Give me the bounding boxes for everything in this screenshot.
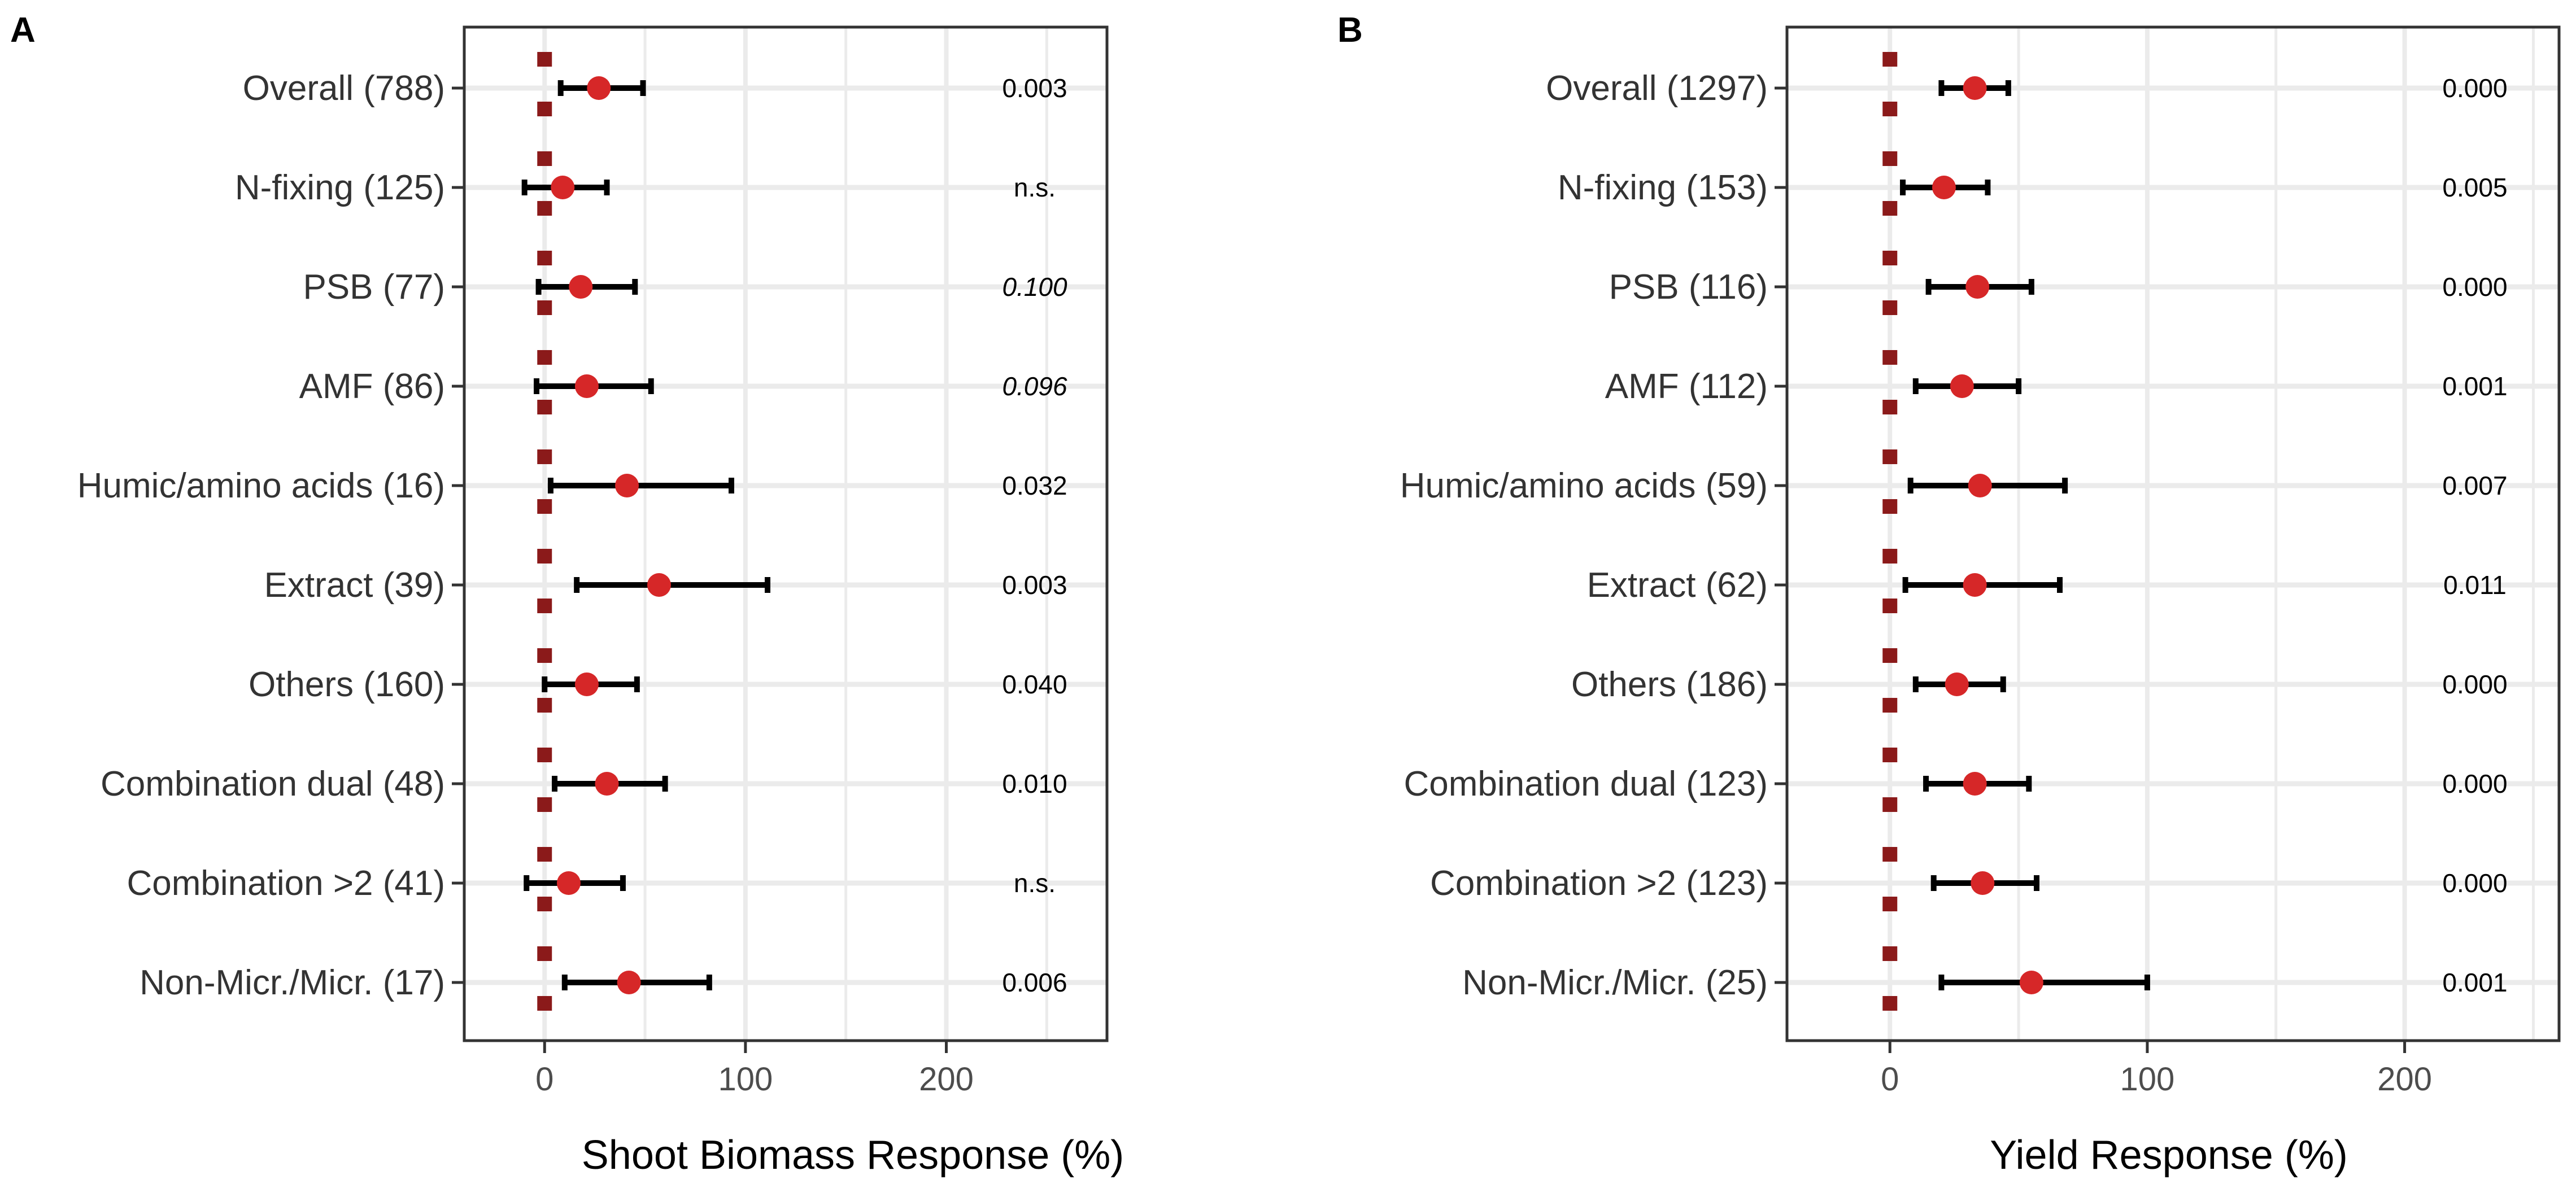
category-label: Others (186) <box>1571 665 1768 704</box>
category-label: Non-Micr./Micr. (17) <box>140 963 445 1002</box>
panel-frame <box>463 25 1109 1042</box>
category-label: Combination dual (48) <box>101 765 445 803</box>
estimate-point <box>1963 772 1987 796</box>
x-tick-label: 100 <box>2120 1061 2175 1098</box>
x-tick-label: 100 <box>718 1061 773 1098</box>
p-value-label: 0.003 <box>1002 73 1067 103</box>
x-tick-label: 200 <box>919 1061 974 1098</box>
estimate-point <box>1963 573 1987 597</box>
x-tick-label: 200 <box>2377 1061 2432 1098</box>
p-value-label: 0.032 <box>1002 471 1067 500</box>
p-value-label: 0.000 <box>2442 670 2507 699</box>
category-label: AMF (86) <box>299 367 445 406</box>
category-label: Extract (39) <box>264 566 445 605</box>
estimate-point <box>569 275 593 299</box>
category-label: Overall (788) <box>243 69 445 108</box>
p-value-label: 0.006 <box>1002 968 1067 997</box>
x-tick-label: 0 <box>535 1061 553 1098</box>
panel-letter: B <box>1337 11 1363 50</box>
p-value-label: 0.040 <box>1002 670 1067 699</box>
x-axis-title: Shoot Biomass Response (%) <box>582 1133 1124 1178</box>
category-label: N-fixing (153) <box>1558 168 1768 207</box>
estimate-point <box>556 871 581 895</box>
p-value-label: 0.000 <box>2442 769 2507 798</box>
estimate-point <box>1950 374 1974 398</box>
p-value-label: 0.001 <box>2442 372 2507 401</box>
estimate-point <box>595 772 619 796</box>
category-label: Humic/amino acids (16) <box>77 466 445 505</box>
estimate-point <box>1968 474 1992 497</box>
p-value-label: 0.010 <box>1002 769 1067 798</box>
panel-b: Overall (1297) 0.000 N-fixing (153) 0.005 PS… <box>1337 11 2561 1178</box>
x-axis-title: Yield Response (%) <box>1990 1133 2348 1178</box>
category-label: AMF (112) <box>1605 367 1768 406</box>
estimate-point <box>574 374 599 398</box>
p-value-label: 0.000 <box>2442 73 2507 103</box>
category-label: N-fixing (125) <box>235 168 445 207</box>
p-value-label: 0.100 <box>1002 272 1067 302</box>
estimate-point <box>551 176 575 199</box>
estimate-point <box>574 672 599 696</box>
category-label: PSB (77) <box>303 268 445 307</box>
estimate-point <box>1963 76 1987 100</box>
category-label: Non-Micr./Micr. (25) <box>1462 963 1768 1002</box>
panel-letter: A <box>10 11 36 50</box>
panel-frame <box>1785 25 2561 1042</box>
p-value-label: 0.003 <box>1002 570 1067 600</box>
estimate-point <box>1971 871 1995 895</box>
p-value-label: 0.007 <box>2442 471 2507 500</box>
estimate-point <box>2019 971 2043 994</box>
category-label: Combination >2 (41) <box>127 864 445 903</box>
estimate-point <box>615 474 639 497</box>
category-label: Extract (62) <box>1587 566 1768 605</box>
estimate-point <box>1965 275 1990 299</box>
category-label: Overall (1297) <box>1546 69 1768 108</box>
category-label: Combination dual (123) <box>1404 765 1768 803</box>
p-value-label: n.s. <box>1014 868 1056 898</box>
p-value-label: 0.005 <box>2442 173 2507 202</box>
estimate-point <box>617 971 641 994</box>
x-tick-label: 0 <box>1881 1061 1899 1098</box>
estimate-point <box>1932 176 1956 199</box>
panel-a: Overall (788) 0.003 N-fixing (125) n.s. PSB … <box>10 11 1124 1178</box>
p-value-label: 0.001 <box>2442 968 2507 997</box>
category-label: Humic/amino acids (59) <box>1400 466 1768 505</box>
category-label: PSB (116) <box>1609 268 1768 307</box>
p-value-label: n.s. <box>1014 173 1056 202</box>
estimate-point <box>647 573 671 597</box>
p-value-label: 0.011 <box>2443 570 2507 600</box>
category-label: Combination >2 (123) <box>1430 864 1768 903</box>
category-label: Others (160) <box>249 665 445 704</box>
estimate-point <box>1945 672 1969 696</box>
p-value-label: 0.000 <box>2442 868 2507 898</box>
p-value-label: 0.096 <box>1002 372 1067 401</box>
p-value-label: 0.000 <box>2442 272 2507 302</box>
estimate-point <box>587 76 611 100</box>
